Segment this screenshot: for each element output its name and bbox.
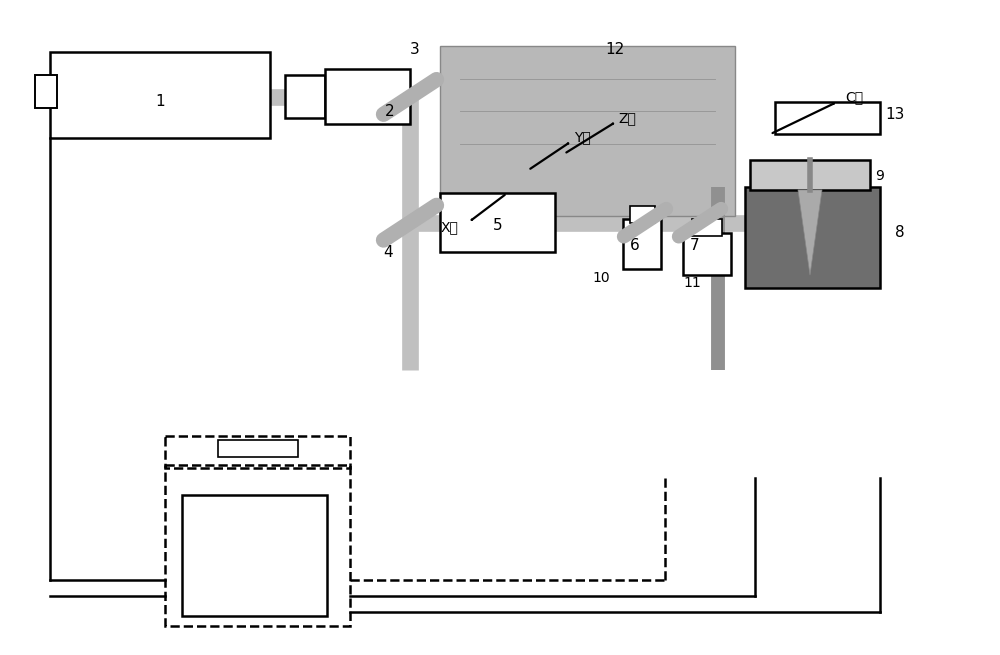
Text: 7: 7 (690, 238, 700, 253)
Bar (745, 187, 880, 288)
Text: Y轴: Y轴 (574, 130, 591, 145)
Text: 5: 5 (493, 219, 503, 233)
Bar (182, 495, 327, 616)
Text: 12: 12 (605, 42, 625, 56)
Text: 3: 3 (410, 42, 420, 56)
Bar (630, 206, 655, 223)
Text: 4: 4 (383, 245, 393, 259)
Bar (218, 440, 298, 457)
Bar (165, 465, 350, 626)
Text: Z轴: Z轴 (618, 111, 636, 125)
Bar (325, 69, 410, 124)
Text: 8: 8 (895, 225, 905, 240)
Bar (35, 75, 57, 108)
Bar (683, 233, 731, 275)
Bar (285, 75, 325, 118)
Text: 6: 6 (630, 238, 640, 253)
Text: X轴: X轴 (440, 220, 458, 234)
Text: 11: 11 (683, 276, 701, 290)
Bar (440, 46, 735, 216)
Bar (750, 160, 870, 190)
Text: 10: 10 (592, 271, 610, 286)
Text: 1: 1 (155, 94, 165, 109)
Bar (623, 219, 661, 269)
Text: 13: 13 (885, 107, 905, 122)
Bar (440, 193, 555, 252)
Bar (775, 102, 880, 134)
Text: 2: 2 (385, 104, 395, 119)
Bar (50, 52, 270, 138)
Bar (165, 436, 350, 468)
Text: 9: 9 (876, 168, 884, 183)
Text: C轴: C轴 (845, 90, 863, 104)
Bar (692, 219, 722, 236)
Polygon shape (798, 190, 822, 275)
